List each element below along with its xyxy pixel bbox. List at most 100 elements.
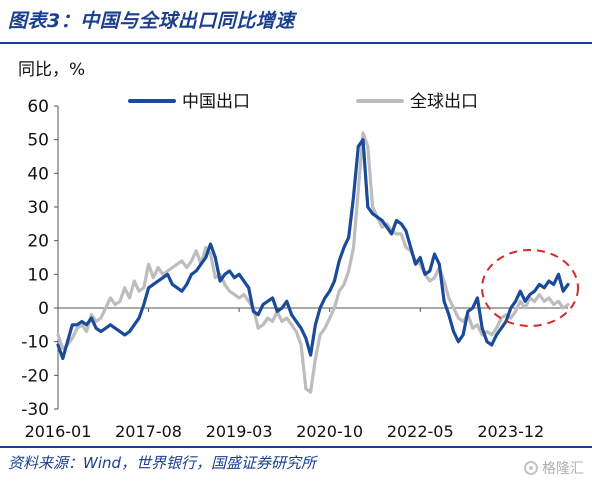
figure-title: 图表3：中国与全球出口同比增速 <box>8 10 295 32</box>
x-tick-label: 2017-08 <box>115 422 182 441</box>
data-point-china <box>80 320 83 323</box>
data-point-china <box>319 307 321 309</box>
data-point-global <box>195 249 198 252</box>
data-point-china <box>409 246 412 249</box>
y-axis-label: 同比，% <box>18 60 85 80</box>
data-point-global <box>157 266 160 269</box>
data-point-global <box>357 189 360 192</box>
data-point-china <box>557 273 560 276</box>
data-point-china <box>400 222 403 225</box>
title-rule <box>0 42 592 44</box>
data-point-global <box>300 344 302 346</box>
data-point-china <box>71 323 74 326</box>
data-point-china <box>386 226 388 229</box>
data-point-global <box>61 347 64 350</box>
data-point-global <box>238 297 241 299</box>
data-point-china <box>171 283 174 286</box>
data-point-global <box>476 323 479 326</box>
data-point-global <box>462 320 464 323</box>
data-point-global <box>90 313 93 316</box>
data-point-global <box>519 300 522 303</box>
data-point-global <box>204 246 207 249</box>
series-layer <box>56 131 570 394</box>
data-point-china <box>181 290 183 293</box>
data-point-global <box>557 300 560 303</box>
source-note: 资料来源：Wind，世界银行，国盛证券研究所 <box>8 454 317 472</box>
data-point-china <box>76 323 78 326</box>
data-point-global <box>128 297 131 299</box>
data-point-china <box>247 286 250 289</box>
data-point-china <box>433 253 436 256</box>
chart-legend: 中国出口 全球出口 <box>128 92 478 112</box>
data-point-global <box>371 206 374 208</box>
data-point-china <box>281 307 283 309</box>
data-point-global <box>285 317 288 319</box>
data-point-global <box>486 330 488 333</box>
data-point-global <box>481 334 484 336</box>
data-point-global <box>142 286 145 289</box>
legend-item-china: 中国出口 <box>128 92 250 112</box>
data-point-china <box>509 307 512 309</box>
data-point-global <box>281 320 283 323</box>
data-point-china <box>228 270 231 272</box>
data-point-china <box>419 256 422 259</box>
data-point-china <box>328 290 331 293</box>
data-point-china <box>381 219 383 222</box>
data-point-global <box>400 233 403 235</box>
data-point-china <box>486 340 488 343</box>
data-point-china <box>262 303 264 306</box>
data-point-global <box>166 270 169 272</box>
data-point-china <box>428 270 431 272</box>
series-china <box>56 138 570 361</box>
data-point-china <box>195 270 198 272</box>
x-tick-label: 2022-05 <box>387 422 454 441</box>
data-point-global <box>257 327 260 330</box>
data-point-china <box>343 246 345 249</box>
data-point-global <box>533 300 536 303</box>
data-point-global <box>57 334 59 336</box>
data-point-global <box>228 290 231 293</box>
data-point-china <box>276 310 279 313</box>
data-point-global <box>405 246 407 249</box>
legend-item-global: 全球出口 <box>356 92 478 112</box>
data-point-global <box>362 132 364 134</box>
line-chart: 同比，% 中国出口 全球出口 -30 -20 -10 0 10 20 30 40 50 60 201… <box>18 60 579 441</box>
data-point-global <box>395 233 398 235</box>
data-point-china <box>476 297 479 299</box>
data-point-global <box>443 280 445 282</box>
data-point-global <box>262 323 264 326</box>
data-point-china <box>285 300 288 303</box>
data-point-global <box>514 310 517 313</box>
footer-rule <box>0 446 592 448</box>
data-point-china <box>166 273 169 276</box>
data-point-global <box>214 276 217 279</box>
data-point-china <box>271 297 274 299</box>
data-point-global <box>433 276 436 279</box>
data-point-china <box>467 310 469 313</box>
data-point-china <box>352 196 355 198</box>
data-point-global <box>490 334 493 336</box>
data-point-global <box>567 303 569 306</box>
data-point-china <box>290 313 293 316</box>
annotation-layer <box>481 249 579 327</box>
data-point-global <box>85 330 88 333</box>
data-point-global <box>233 293 236 296</box>
data-point-china <box>190 273 193 276</box>
data-point-global <box>181 260 183 262</box>
legend-label: 中国出口 <box>182 92 250 112</box>
y-tick-label: 40 <box>27 164 49 184</box>
data-point-global <box>524 307 526 309</box>
data-point-global <box>552 303 555 306</box>
watermark-text: 格隆汇 <box>542 461 584 477</box>
data-point-china <box>443 300 445 303</box>
x-tick-label: 2023-12 <box>477 422 544 441</box>
data-point-china <box>471 307 474 309</box>
data-point-global <box>243 293 245 296</box>
y-tick-label: 20 <box>27 232 49 252</box>
data-point-china <box>376 216 379 219</box>
data-point-global <box>319 334 321 336</box>
data-point-global <box>223 283 226 286</box>
data-point-china <box>524 300 526 303</box>
y-axis: -30 -20 -10 0 10 20 30 40 50 60 <box>21 97 59 420</box>
data-point-china <box>552 283 555 286</box>
